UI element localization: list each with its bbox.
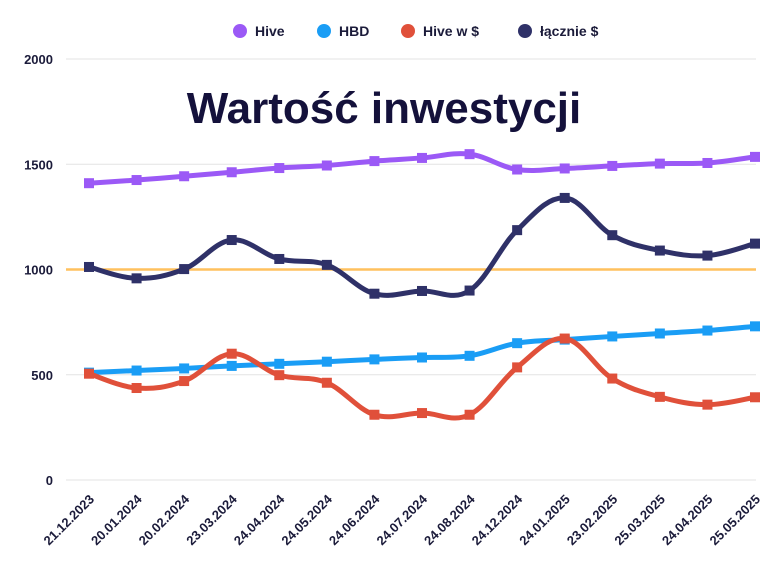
data-point-marker [654,391,665,402]
data-point-marker [750,238,760,249]
data-point-marker [274,253,285,264]
data-point-marker [131,365,142,376]
data-point-marker [131,273,142,284]
data-point-marker [274,358,285,369]
legend-label: łącznie $ [540,23,599,39]
data-point-marker [226,348,237,359]
data-point-marker [750,151,760,162]
data-point-marker [559,192,570,203]
x-tick-label: 24.04.2025 [659,492,716,549]
data-point-marker [702,399,713,410]
data-point-marker [464,149,475,160]
y-tick-label: 500 [31,368,53,383]
x-axis-tick-labels: 21.12.202320.01.202420.02.202423.03.2024… [40,491,763,548]
y-axis-tick-labels: 0 500 1000 1500 2000 [24,52,53,488]
data-point-marker [702,157,713,168]
data-point-marker [607,160,618,171]
data-point-marker [321,259,332,270]
data-point-marker [417,152,427,163]
data-point-marker [607,230,618,241]
data-point-marker [131,175,142,186]
data-point-marker [559,163,570,174]
x-tick-label: 23.02.2025 [564,492,621,549]
x-tick-label: 24.01.2025 [516,492,573,549]
data-point-marker [321,160,332,171]
data-point-marker [464,350,475,361]
data-point-marker [417,408,427,419]
data-point-marker [84,178,94,189]
data-point-marker [654,328,665,339]
legend-label: Hive [255,23,285,39]
legend: Hive HBD Hive w $ łącznie $ [233,23,599,39]
data-point-marker [702,250,713,261]
data-point-marker [512,225,523,236]
legend-marker [401,24,415,38]
legend-marker [317,24,331,38]
legend-label: Hive w $ [423,23,479,39]
y-tick-label: 0 [46,473,53,488]
data-point-marker [750,392,760,403]
data-point-marker [559,333,570,344]
data-point-marker [131,383,142,394]
data-point-marker [512,362,523,373]
y-tick-label: 2000 [24,52,53,67]
data-point-marker [226,167,237,178]
y-tick-label: 1500 [24,157,53,172]
data-point-marker [464,285,475,296]
data-point-marker [226,360,237,371]
data-point-marker [321,377,332,388]
data-point-marker [226,235,237,246]
data-point-marker [512,338,523,349]
data-point-marker [321,356,332,367]
x-tick-label: 25.03.2025 [611,492,668,549]
x-tick-label: 25.05.2025 [706,492,763,549]
y-tick-label: 1000 [24,263,53,278]
legend-marker [233,24,247,38]
data-point-marker [369,288,380,299]
data-point-marker [607,331,618,342]
data-point-marker [654,158,665,169]
data-point-marker [417,285,427,296]
data-point-marker [274,370,285,381]
data-point-marker [512,164,523,175]
data-point-marker [179,363,190,374]
legend-label: HBD [339,23,369,39]
legend-marker [518,24,532,38]
data-point-marker [464,409,475,420]
data-point-marker [702,325,713,336]
data-point-marker [179,264,190,275]
data-point-marker [84,261,94,272]
data-point-marker [84,368,94,379]
data-point-marker [369,156,380,167]
data-point-marker [274,163,285,174]
data-point-marker [369,354,380,365]
data-point-marker [369,409,380,420]
data-point-marker [750,321,760,332]
data-point-marker [417,352,427,363]
data-point-marker [179,171,190,182]
data-point-marker [654,245,665,256]
data-point-marker [607,373,618,384]
chart-title: Wartość inwestycji [187,84,582,133]
data-point-marker [179,376,190,387]
x-tick-label: 21.12.2023 [40,492,97,549]
series-group [84,149,760,421]
